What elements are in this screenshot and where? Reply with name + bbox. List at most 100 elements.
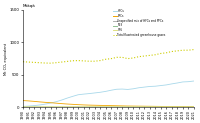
NF3 bbox=[132, 106, 134, 108]
Total fluorinated greenhouse gases bbox=[55, 62, 57, 63]
HFCs bbox=[121, 88, 123, 90]
Unspecified mix of HFCs and PFCs bbox=[88, 106, 90, 108]
SF6 bbox=[176, 106, 179, 108]
PFCs bbox=[22, 100, 24, 101]
Total fluorinated greenhouse gases bbox=[99, 60, 101, 61]
Total fluorinated greenhouse gases bbox=[138, 56, 140, 57]
Unspecified mix of HFCs and PFCs bbox=[60, 106, 63, 108]
NF3 bbox=[22, 106, 24, 108]
PFCs bbox=[44, 102, 46, 103]
NF3 bbox=[33, 106, 35, 108]
HFCs bbox=[138, 87, 140, 89]
HFCs bbox=[143, 86, 145, 88]
HFCs bbox=[171, 83, 173, 85]
PFCs bbox=[193, 106, 195, 107]
NF3 bbox=[149, 106, 151, 108]
Total fluorinated greenhouse gases bbox=[149, 55, 151, 56]
SF6 bbox=[110, 106, 112, 108]
SF6 bbox=[27, 106, 30, 108]
SF6 bbox=[60, 106, 63, 108]
Line: PFCs: PFCs bbox=[23, 101, 194, 107]
NF3 bbox=[104, 106, 107, 108]
PFCs bbox=[138, 105, 140, 107]
NF3 bbox=[77, 106, 79, 108]
SF6 bbox=[44, 106, 46, 108]
HFCs bbox=[27, 105, 30, 107]
Unspecified mix of HFCs and PFCs bbox=[149, 106, 151, 108]
HFCs bbox=[160, 85, 162, 86]
SF6 bbox=[33, 106, 35, 108]
HFCs bbox=[88, 93, 90, 94]
NF3 bbox=[182, 106, 184, 108]
HFCs bbox=[132, 88, 134, 90]
Unspecified mix of HFCs and PFCs bbox=[44, 106, 46, 108]
PFCs bbox=[149, 106, 151, 107]
HFCs bbox=[127, 89, 129, 90]
NF3 bbox=[44, 106, 46, 108]
Unspecified mix of HFCs and PFCs bbox=[171, 106, 173, 108]
NF3 bbox=[82, 106, 85, 108]
Total fluorinated greenhouse gases bbox=[176, 50, 179, 52]
Total fluorinated greenhouse gases bbox=[38, 62, 41, 63]
PFCs bbox=[38, 101, 41, 103]
HFCs bbox=[182, 81, 184, 83]
SF6 bbox=[104, 106, 107, 108]
NF3 bbox=[60, 106, 63, 108]
Unspecified mix of HFCs and PFCs bbox=[71, 106, 74, 108]
SF6 bbox=[149, 106, 151, 108]
NF3 bbox=[115, 106, 118, 108]
Unspecified mix of HFCs and PFCs bbox=[27, 106, 30, 108]
PFCs bbox=[182, 106, 184, 107]
HFCs bbox=[49, 102, 52, 104]
SF6 bbox=[171, 106, 173, 108]
Total fluorinated greenhouse gases bbox=[88, 61, 90, 62]
SF6 bbox=[154, 106, 156, 108]
SF6 bbox=[160, 106, 162, 108]
NF3 bbox=[193, 106, 195, 108]
Line: HFCs: HFCs bbox=[23, 81, 194, 106]
Unspecified mix of HFCs and PFCs bbox=[22, 106, 24, 108]
NF3 bbox=[187, 106, 190, 108]
PFCs bbox=[176, 106, 179, 107]
SF6 bbox=[82, 106, 85, 108]
HFCs bbox=[60, 99, 63, 101]
PFCs bbox=[55, 102, 57, 104]
Total fluorinated greenhouse gases bbox=[121, 57, 123, 58]
HFCs bbox=[82, 93, 85, 95]
NF3 bbox=[55, 106, 57, 108]
PFCs bbox=[115, 105, 118, 107]
HFCs bbox=[187, 81, 190, 82]
HFCs bbox=[154, 85, 156, 87]
NF3 bbox=[160, 106, 162, 108]
PFCs bbox=[88, 104, 90, 106]
PFCs bbox=[132, 105, 134, 107]
NF3 bbox=[93, 106, 96, 108]
HFCs bbox=[71, 96, 74, 97]
SF6 bbox=[182, 106, 184, 108]
NF3 bbox=[127, 106, 129, 108]
PFCs bbox=[104, 105, 107, 106]
SF6 bbox=[22, 106, 24, 108]
PFCs bbox=[171, 106, 173, 107]
Legend: HFCs, PFCs, Unspecified mix of HFCs and PFCs, NF3, SF6, Total fluorinated greenh: HFCs, PFCs, Unspecified mix of HFCs and … bbox=[113, 9, 166, 37]
SF6 bbox=[49, 106, 52, 108]
HFCs bbox=[110, 90, 112, 91]
Unspecified mix of HFCs and PFCs bbox=[121, 106, 123, 108]
NF3 bbox=[49, 106, 52, 108]
Unspecified mix of HFCs and PFCs bbox=[165, 106, 167, 108]
PFCs bbox=[66, 103, 68, 105]
Total fluorinated greenhouse gases bbox=[143, 55, 145, 57]
PFCs bbox=[121, 105, 123, 107]
Total fluorinated greenhouse gases bbox=[165, 52, 167, 54]
HFCs bbox=[77, 94, 79, 95]
Unspecified mix of HFCs and PFCs bbox=[110, 106, 112, 108]
Total fluorinated greenhouse gases bbox=[132, 57, 134, 59]
Total fluorinated greenhouse gases bbox=[49, 62, 52, 64]
NF3 bbox=[110, 106, 112, 108]
PFCs bbox=[82, 104, 85, 106]
Total fluorinated greenhouse gases bbox=[160, 53, 162, 54]
Unspecified mix of HFCs and PFCs bbox=[132, 106, 134, 108]
Unspecified mix of HFCs and PFCs bbox=[66, 106, 68, 108]
Unspecified mix of HFCs and PFCs bbox=[82, 106, 85, 108]
SF6 bbox=[115, 106, 118, 108]
